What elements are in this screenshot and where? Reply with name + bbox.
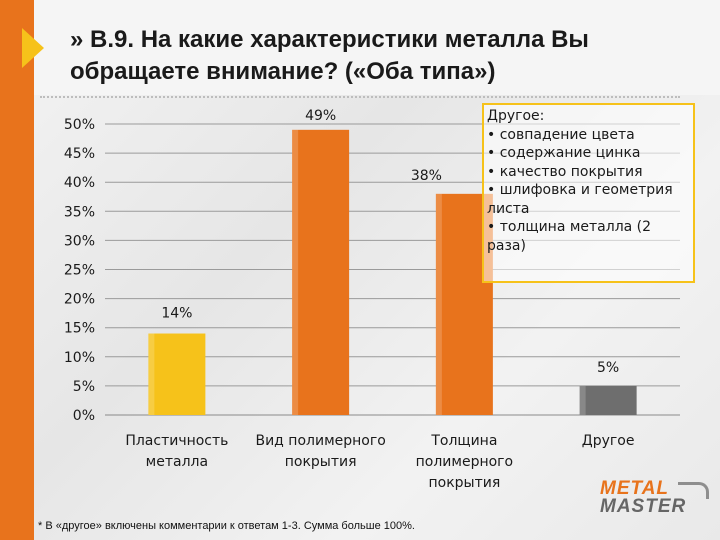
data-label: 38% <box>411 168 442 184</box>
x-category-label: полимерного <box>416 454 513 470</box>
bar-highlight <box>292 129 299 415</box>
bar-highlight <box>148 333 155 415</box>
bar <box>292 129 350 415</box>
y-tick-label: 35% <box>64 204 95 220</box>
y-tick-label: 30% <box>64 233 95 249</box>
title-divider <box>40 96 680 98</box>
logo-bottom-text: MASTER <box>600 496 687 517</box>
bar <box>148 333 206 415</box>
other-line: листа <box>487 200 530 217</box>
other-comments-text: Другое: • совпадение цвета • содержание … <box>487 107 692 255</box>
bar-highlight <box>435 193 442 415</box>
data-label: 14% <box>161 306 192 322</box>
other-line: раза) <box>487 237 526 254</box>
other-line: • совпадение цвета <box>487 126 635 143</box>
y-tick-label: 20% <box>64 292 95 308</box>
data-label: 5% <box>597 360 619 376</box>
x-category-label: Толщина <box>430 433 497 449</box>
other-line: • содержание цинка <box>487 145 641 161</box>
logo-top-text: METAL <box>600 478 670 499</box>
bar <box>579 385 637 415</box>
y-tick-label: 5% <box>73 379 95 395</box>
slide-title: » В.9. На какие характеристики металла В… <box>70 26 589 85</box>
data-label: 49% <box>305 108 336 124</box>
y-tick-label: 50% <box>64 117 95 133</box>
other-line: • качество покрытия <box>487 163 643 180</box>
other-line: • шлифовка и геометрия <box>487 182 673 198</box>
x-category-label: металла <box>146 454 208 470</box>
y-tick-label: 0% <box>73 408 95 424</box>
logo-swoosh-icon <box>678 482 709 499</box>
y-tick-label: 10% <box>64 350 95 366</box>
x-category-label: покрытия <box>285 454 357 470</box>
other-comments-box <box>482 103 695 283</box>
other-line: • толщина металла (2 <box>487 219 652 235</box>
x-category-label: Другое <box>582 433 635 449</box>
x-category-label: покрытия <box>428 475 500 491</box>
x-category-label: Вид полимерного <box>255 433 385 449</box>
y-tick-label: 40% <box>64 175 95 191</box>
x-category-label: Пластичность <box>125 433 228 449</box>
y-tick-label: 25% <box>64 263 95 279</box>
y-tick-label: 15% <box>64 321 95 337</box>
y-tick-label: 45% <box>64 146 95 162</box>
title-arrow-icon <box>22 28 44 68</box>
title-background <box>34 0 720 95</box>
footnote: * В «другое» включены комментарии к отве… <box>38 520 415 532</box>
metal-master-logo: METAL MASTER <box>600 478 710 520</box>
other-heading: Другое: <box>487 108 545 124</box>
bar-highlight <box>579 385 586 415</box>
left-accent-bar <box>0 0 34 540</box>
